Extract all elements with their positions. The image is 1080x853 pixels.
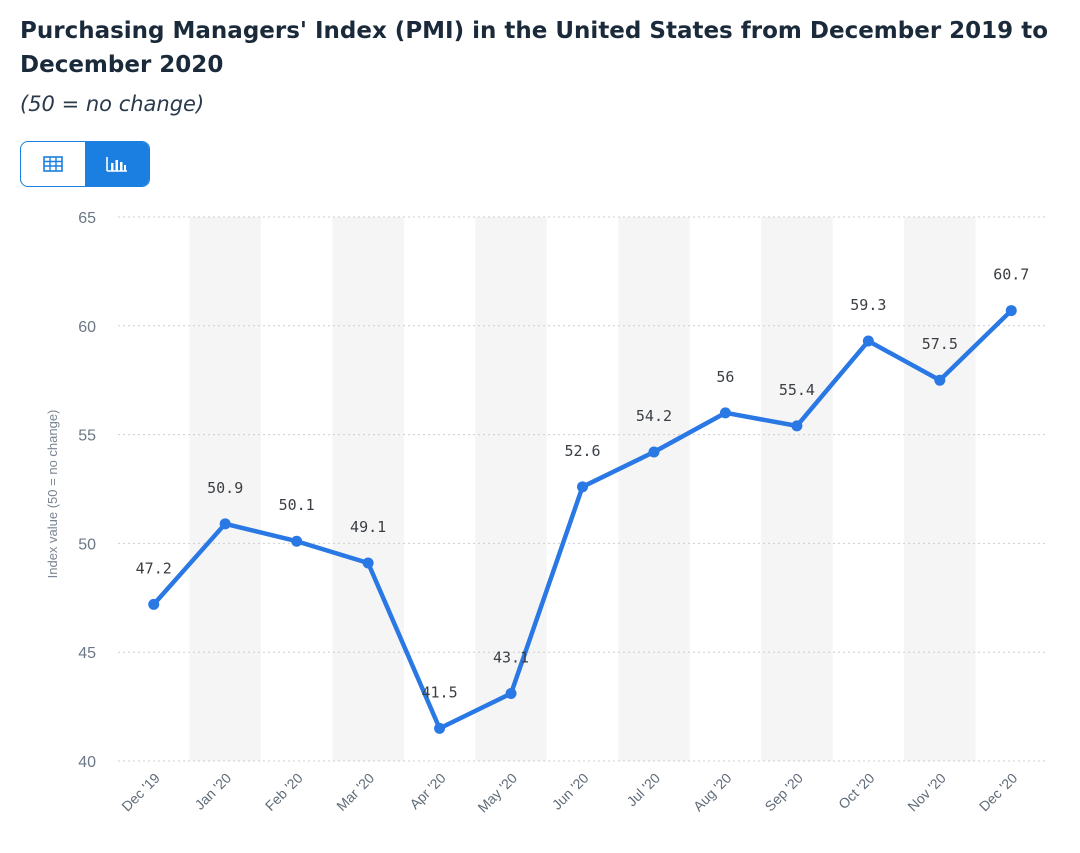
column-band <box>332 217 404 761</box>
column-band <box>189 217 261 761</box>
table-icon <box>43 156 63 172</box>
data-label: 55.4 <box>779 381 815 399</box>
x-tick-label: Nov '20 <box>904 770 949 815</box>
data-label: 50.9 <box>207 479 243 497</box>
data-point <box>577 481 588 493</box>
data-point <box>719 407 731 419</box>
y-tick-label: 45 <box>78 645 96 662</box>
y-tick-label: 50 <box>78 536 96 553</box>
column-band <box>475 217 547 761</box>
y-tick-label: 60 <box>78 319 96 336</box>
column-band <box>761 217 833 761</box>
data-point <box>862 335 874 347</box>
x-tick-label: Oct '20 <box>835 770 878 813</box>
x-tick-label: Dec '19 <box>118 770 163 815</box>
data-label: 49.1 <box>350 518 386 536</box>
x-tick-label: Jul '20 <box>623 770 663 810</box>
series-line <box>151 308 1014 731</box>
data-point <box>148 598 160 610</box>
x-tick-label: May '20 <box>474 770 520 816</box>
data-label: 54.2 <box>636 407 672 425</box>
data-label: 41.5 <box>422 683 458 701</box>
data-label: 52.6 <box>564 442 600 460</box>
data-label: 56 <box>716 368 734 386</box>
x-tick-label: Feb '20 <box>262 770 306 814</box>
data-point <box>219 518 231 530</box>
chart-subtitle: (50 = no change) <box>20 92 205 116</box>
data-label: 47.2 <box>136 559 172 577</box>
y-tick-label: 55 <box>78 428 96 445</box>
data-point <box>434 722 446 734</box>
data-point <box>1005 305 1017 317</box>
data-point <box>648 446 660 458</box>
x-tick-label: Dec '20 <box>976 770 1021 815</box>
x-tick-label: Sep '20 <box>761 770 806 815</box>
bar-chart-icon <box>106 157 127 172</box>
y-tick-label: 40 <box>78 754 96 771</box>
x-tick-label: Aug '20 <box>690 770 735 815</box>
data-point <box>362 557 374 569</box>
x-tick-label: Jan '20 <box>191 770 234 813</box>
data-point <box>791 420 803 432</box>
data-label: 43.1 <box>493 649 529 667</box>
data-point <box>505 688 517 700</box>
x-tick-label: Apr '20 <box>406 770 449 813</box>
table-view-button[interactable] <box>21 142 85 186</box>
x-tick-label: Jun '20 <box>549 770 592 813</box>
data-label: 57.5 <box>922 335 958 353</box>
column-band <box>904 217 976 761</box>
data-label: 59.3 <box>850 296 886 314</box>
chart-view-button[interactable] <box>85 142 149 186</box>
y-tick-label: 65 <box>78 210 96 227</box>
data-point <box>934 374 946 386</box>
data-point <box>291 535 303 547</box>
y-axis-title: Index value (50 = no change) <box>45 410 60 579</box>
data-label: 50.1 <box>279 496 315 514</box>
x-tick-label: Mar '20 <box>333 770 377 814</box>
view-toggle <box>20 141 150 187</box>
column-band <box>618 217 690 761</box>
data-label: 60.7 <box>993 266 1029 284</box>
chart-title: Purchasing Managers' Index (PMI) in the … <box>20 18 1048 78</box>
